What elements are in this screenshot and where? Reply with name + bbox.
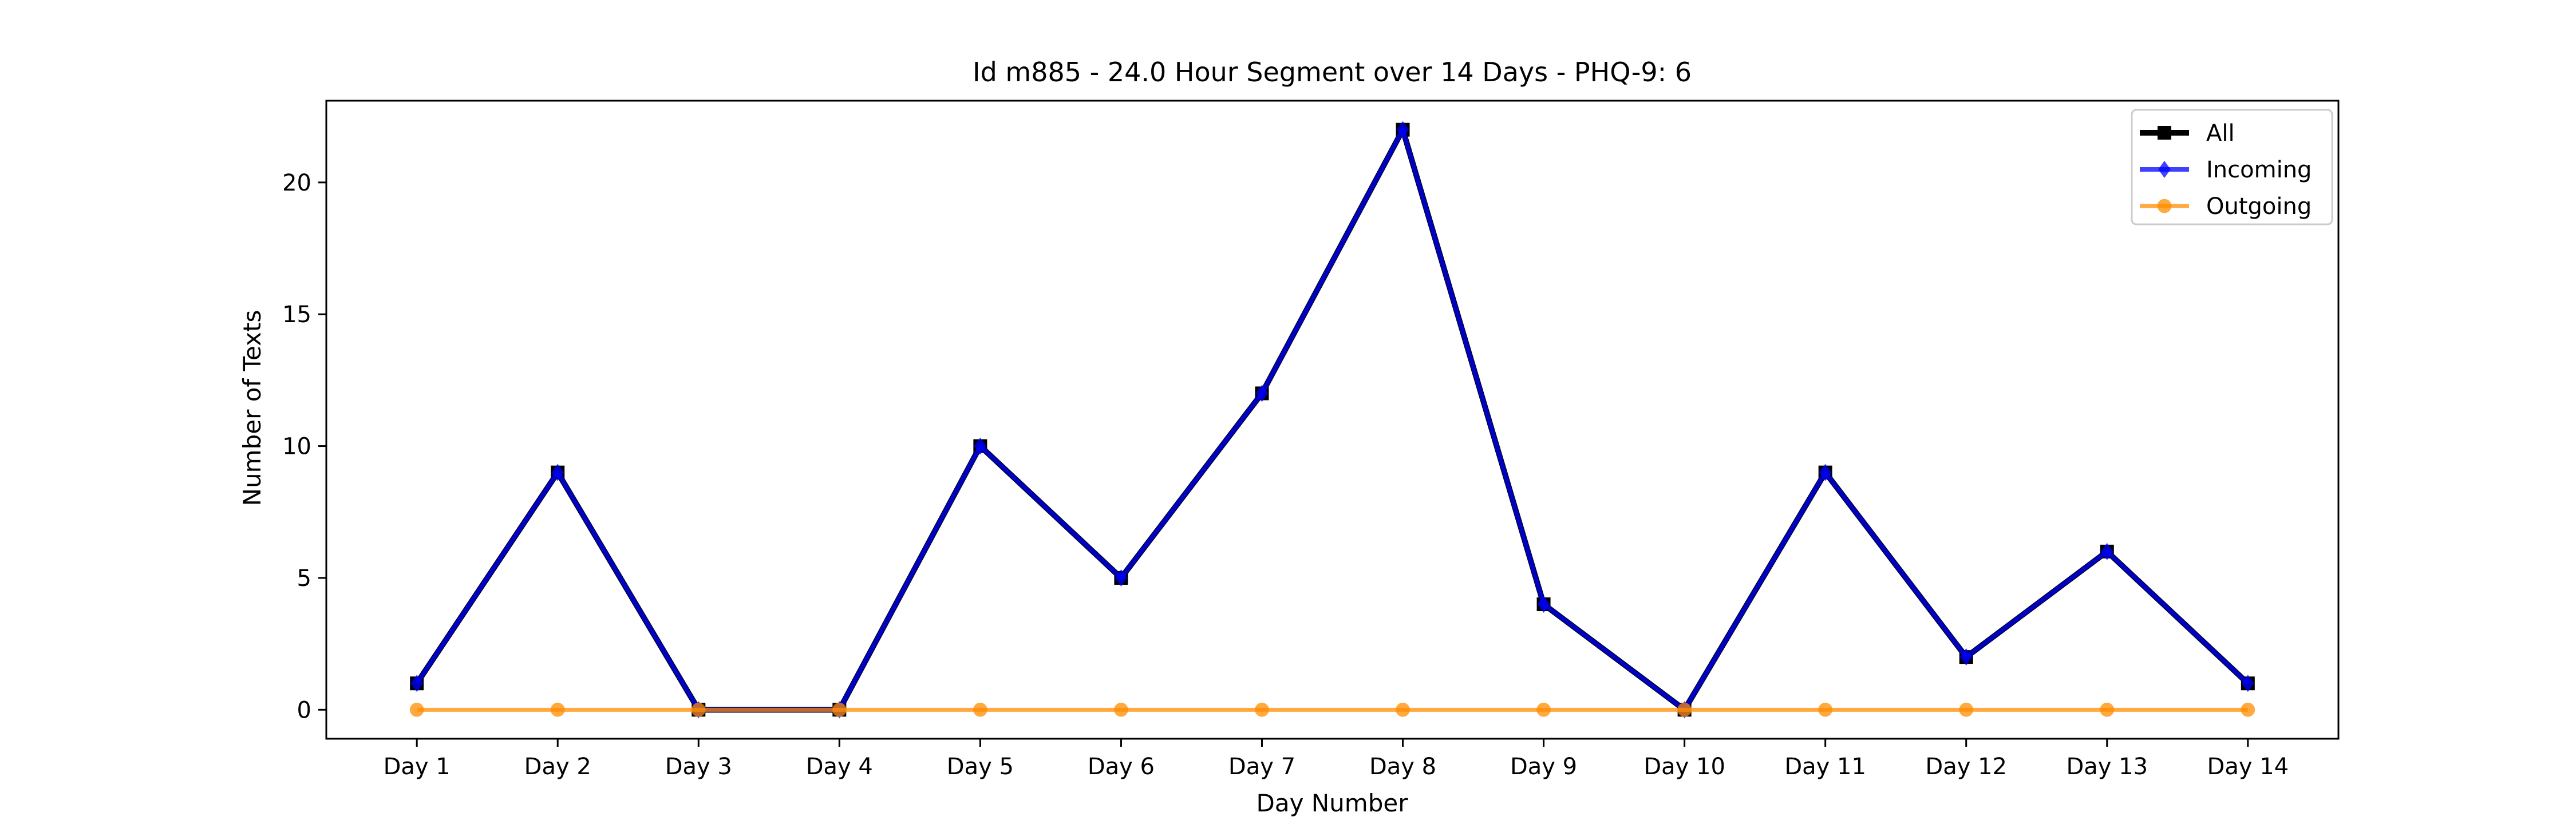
data-point-marker <box>973 702 987 717</box>
data-point-marker <box>832 702 847 717</box>
data-point-marker <box>1396 121 1409 138</box>
x-tick-label: Day 6 <box>1088 754 1155 780</box>
legend-label: Incoming <box>2206 157 2312 183</box>
data-point-marker <box>1536 702 1551 717</box>
legend-label: Outgoing <box>2206 193 2312 220</box>
legend-entry: Incoming <box>2140 157 2312 183</box>
data-point-marker <box>1818 702 1833 717</box>
data-point-marker <box>1819 464 1832 481</box>
y-tick-label: 5 <box>297 565 311 592</box>
data-point-marker <box>1115 569 1128 587</box>
x-tick-label: Day 12 <box>1925 754 2007 780</box>
legend: All Incoming Outgoing <box>2131 109 2333 225</box>
x-axis-label: Day Number <box>1256 789 1408 817</box>
data-point-marker <box>2242 675 2254 692</box>
x-tick-label: Day 5 <box>947 754 1014 780</box>
x-tick-label: Day 7 <box>1228 754 1295 780</box>
data-point-marker <box>1255 385 1269 402</box>
y-tick-label: 10 <box>282 434 311 460</box>
x-tick-label: Day 8 <box>1369 754 1436 780</box>
x-tick-label: Day 1 <box>384 754 451 780</box>
legend-box <box>2131 109 2333 225</box>
y-tick-label: 0 <box>297 697 311 723</box>
plot-area: 0 5 10 15 20 Day 1 Day 2 Day 3 Day 4 Day 5 Day 6 Da… <box>282 121 2289 780</box>
data-point-marker <box>2100 702 2115 717</box>
x-tick-label: Day 4 <box>806 754 873 780</box>
data-point-marker <box>2158 126 2171 140</box>
data-point-marker <box>1677 702 1692 717</box>
data-point-marker <box>1255 702 1269 717</box>
x-tick-label: Day 9 <box>1510 754 1577 780</box>
x-tick-label: Day 11 <box>1784 754 1866 780</box>
data-point-marker <box>1396 702 1410 717</box>
data-point-marker <box>2158 161 2171 178</box>
data-point-marker <box>410 675 423 692</box>
plot-frame <box>325 100 2340 740</box>
x-tick-label: Day 13 <box>2066 754 2148 780</box>
series-outgoing <box>409 702 2255 717</box>
data-point-marker <box>2100 542 2113 560</box>
data-point-marker <box>2157 199 2172 213</box>
x-tick-label: Day 2 <box>524 754 591 780</box>
data-point-marker <box>551 464 564 481</box>
x-tick-label: Day 10 <box>1643 754 1725 780</box>
data-point-marker <box>1959 648 1973 666</box>
y-tick-label: 20 <box>282 170 311 196</box>
legend-entry: All <box>2140 120 2235 146</box>
chart-title: Id m885 - 24.0 Hour Segment over 14 Days… <box>973 57 1692 88</box>
data-point-marker <box>2241 702 2255 717</box>
legend-label: All <box>2206 120 2235 146</box>
x-tick-label: Day 3 <box>665 754 732 780</box>
y-axis-label: Number of Texts <box>238 310 266 506</box>
data-point-marker <box>1114 702 1128 717</box>
x-tick-label: Day 14 <box>2207 754 2289 780</box>
data-point-marker <box>1959 702 1974 717</box>
data-point-marker <box>974 437 987 455</box>
data-point-marker <box>550 702 565 717</box>
data-point-marker <box>1537 596 1550 613</box>
y-tick-label: 15 <box>282 302 311 328</box>
data-point-marker <box>691 702 706 717</box>
legend-entry: Outgoing <box>2140 193 2312 220</box>
data-point-marker <box>409 702 424 717</box>
